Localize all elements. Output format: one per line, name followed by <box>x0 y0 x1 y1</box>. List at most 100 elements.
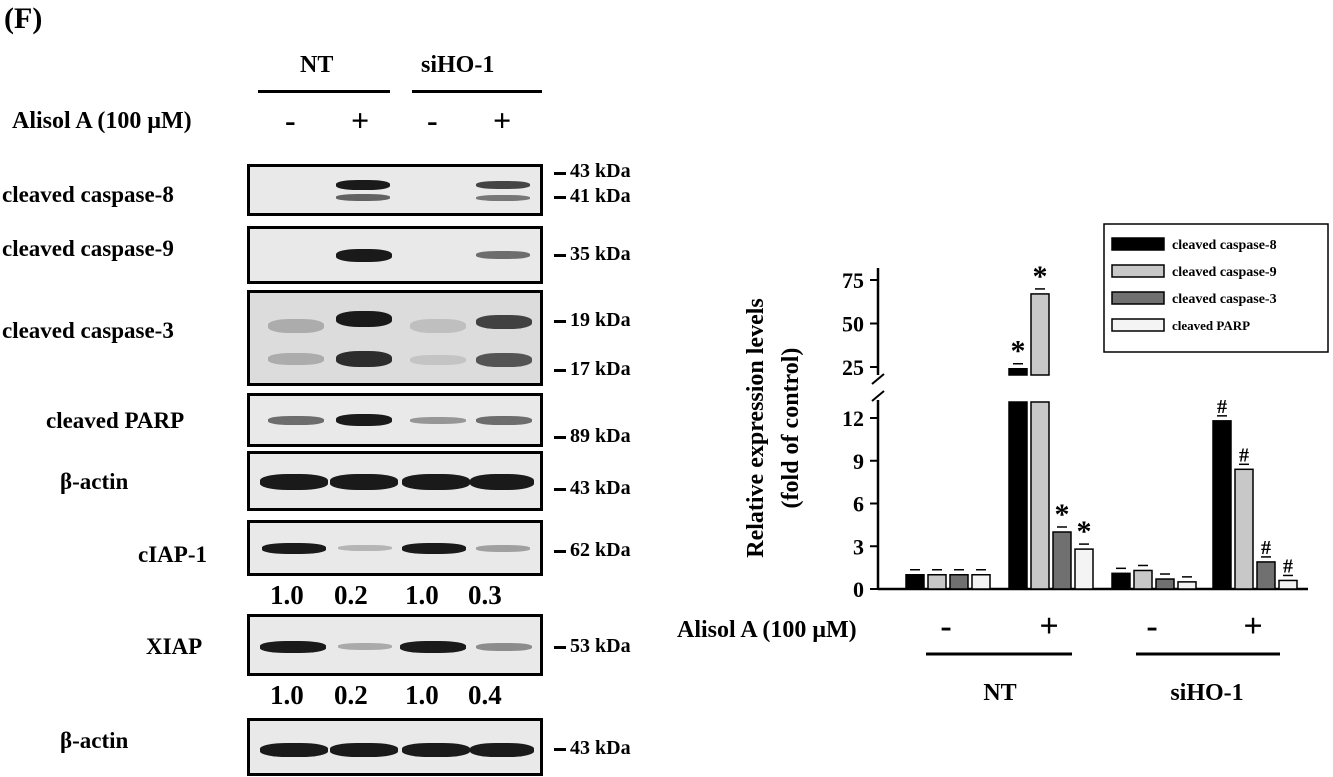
blot-caspase8 <box>247 164 543 216</box>
band <box>470 743 534 757</box>
marker-label: 43 kDa <box>570 737 631 759</box>
quant-xiap-1: 1.0 <box>270 680 304 710</box>
blot-label-actin-2: β-actin <box>60 728 129 753</box>
bar <box>905 574 925 590</box>
band <box>476 251 530 259</box>
bar <box>1111 572 1131 590</box>
marker-label: 35 kDa <box>570 243 631 265</box>
quant-ciap1-3: 1.0 <box>405 580 439 610</box>
band <box>336 414 392 426</box>
band <box>476 545 530 552</box>
marker-label: 89 kDa <box>570 425 631 447</box>
blot-label-xiap: XIAP <box>146 634 203 659</box>
y-tick-label: 0 <box>853 577 864 602</box>
blot-ciap1 <box>247 520 543 576</box>
significance-mark: * <box>1077 515 1092 548</box>
sign-lane-1: - <box>285 102 296 138</box>
blot-label-caspase8: cleaved caspase-8 <box>2 182 174 207</box>
bar-break-gap <box>1029 380 1051 392</box>
marker-label: 17 kDa <box>570 358 631 380</box>
blot-actin-2 <box>247 718 543 776</box>
marker-tick <box>554 646 566 649</box>
band <box>260 743 328 757</box>
band <box>330 474 398 490</box>
axis-break-mark <box>871 373 885 385</box>
band <box>476 416 532 425</box>
category-label: + <box>1243 608 1262 645</box>
x-group-label-nt: NT <box>983 680 1016 706</box>
blot-caspase9 <box>247 226 543 284</box>
band <box>268 416 324 425</box>
y-tick-label: 9 <box>853 449 864 474</box>
bar <box>1256 561 1276 590</box>
band <box>410 417 466 424</box>
bar <box>1177 581 1197 590</box>
blot-label-ciap1: cIAP-1 <box>138 542 207 567</box>
y-tick-label: 6 <box>853 492 864 517</box>
band <box>338 643 392 650</box>
band <box>410 355 466 365</box>
significance-mark: * <box>1011 335 1026 368</box>
axis-break-mark <box>871 390 885 402</box>
quant-ciap1-4: 0.3 <box>468 580 502 610</box>
sign-lane-4: + <box>493 102 512 138</box>
blot-actin-1 <box>247 451 543 511</box>
band <box>260 474 328 490</box>
blot-label-caspase3: cleaved caspase-3 <box>2 318 174 343</box>
marker-tick <box>554 488 566 491</box>
blot-label-parp: cleaved PARP <box>46 408 185 433</box>
band <box>400 641 466 653</box>
treatment-label: Alisol A (100 μM) <box>12 108 192 134</box>
marker-label: 43 kDa <box>570 477 631 499</box>
sign-lane-2: + <box>351 102 370 138</box>
blot-xiap <box>247 614 543 676</box>
bar <box>1052 531 1072 590</box>
y-tick-label: 25 <box>842 355 864 380</box>
band <box>402 474 470 490</box>
marker-label: 62 kDa <box>570 539 631 561</box>
x-treatment-label: Alisol A (100 μM) <box>677 617 857 643</box>
marker-tick <box>554 254 566 257</box>
group-underline-nt <box>258 90 390 93</box>
bar <box>1030 401 1050 590</box>
band <box>336 351 392 367</box>
legend-label: cleaved caspase-9 <box>1172 265 1277 280</box>
bar <box>949 574 969 590</box>
significance-mark: * <box>1055 498 1070 531</box>
panel-letter: (F) <box>4 2 43 35</box>
marker-tick <box>554 369 566 372</box>
band <box>476 353 532 367</box>
band <box>268 319 324 333</box>
marker-tick <box>554 748 566 751</box>
band <box>476 181 530 189</box>
y-tick-label: 3 <box>853 534 864 559</box>
blot-caspase3 <box>247 290 543 386</box>
legend-label: cleaved PARP <box>1172 318 1250 333</box>
band <box>476 643 532 651</box>
marker-label: 43 kDa <box>570 160 631 182</box>
group-underline-siho1 <box>412 90 542 93</box>
band <box>336 249 392 262</box>
legend-swatch <box>1111 264 1165 278</box>
band <box>336 180 390 190</box>
band <box>338 545 392 551</box>
bar <box>971 574 991 590</box>
y-axis-label-line1: Relative expression levels <box>743 298 769 558</box>
x-group-label-siho1: siHO-1 <box>1170 680 1243 706</box>
legend-label: cleaved caspase-3 <box>1172 292 1277 307</box>
blot-parp <box>247 393 543 447</box>
blot-label-actin-1: β-actin <box>60 469 129 494</box>
bar <box>1212 420 1232 590</box>
band <box>260 641 326 653</box>
bar <box>1074 548 1094 590</box>
bar <box>1234 468 1254 590</box>
blot-label-caspase9: cleaved caspase-9 <box>2 236 174 261</box>
marker-tick <box>554 172 566 175</box>
marker-label: 53 kDa <box>570 635 631 657</box>
legend-swatch <box>1111 318 1165 332</box>
group-label-siho1: siHO-1 <box>421 52 495 78</box>
sign-lane-3: - <box>427 102 438 138</box>
bar <box>927 574 947 590</box>
